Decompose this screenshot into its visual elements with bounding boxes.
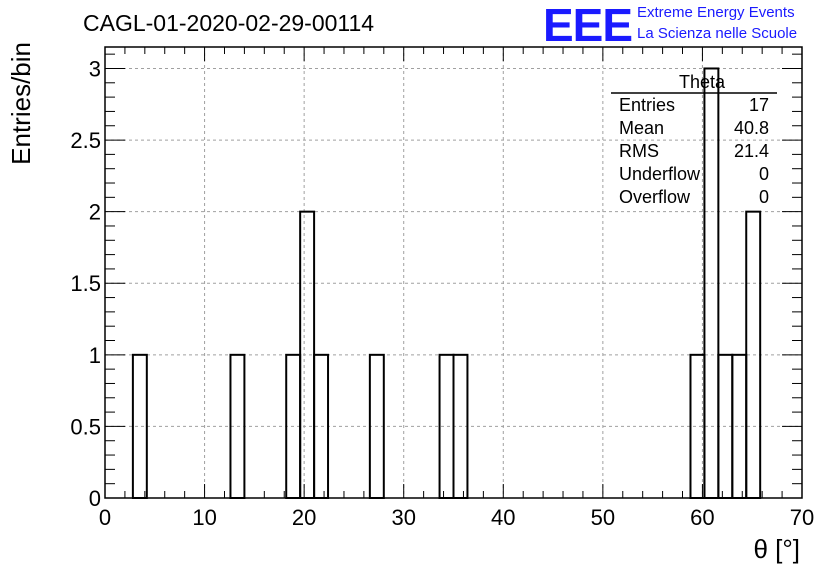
stats-row-value: 40.8 xyxy=(734,118,769,138)
x-tick-label: 40 xyxy=(491,505,515,530)
stats-row-label: Underflow xyxy=(619,164,701,184)
axis-ticks xyxy=(104,47,803,499)
stats-row-label: Mean xyxy=(619,118,664,138)
stats-row-value: 0 xyxy=(759,164,769,184)
x-tick-label: 70 xyxy=(790,505,814,530)
stats-row-label: Entries xyxy=(619,95,675,115)
x-tick-label: 10 xyxy=(192,505,216,530)
histogram-bin xyxy=(299,210,316,499)
chart-title: CAGL-01-2020-02-29-00114 xyxy=(83,10,375,36)
histogram-bin xyxy=(731,353,748,500)
x-tick-label: 60 xyxy=(690,505,714,530)
y-tick-label: 0 xyxy=(89,486,101,511)
tick-labels: 0 10 20 30 40 50 60 70 0 0.5 1 1.5 2 2.5 3 xyxy=(70,56,814,530)
plot-frame-rect xyxy=(104,46,803,499)
stats-row-value: 17 xyxy=(749,95,769,115)
y-tick-label: 0.5 xyxy=(70,414,101,439)
y-tick-label: 2 xyxy=(89,200,101,225)
stats-box-title: Theta xyxy=(679,72,726,92)
x-tick-label: 0 xyxy=(99,505,111,530)
eee-logo: EEE xyxy=(543,0,633,51)
y-tick-label: 2.5 xyxy=(70,128,101,153)
stats-row-label: Overflow xyxy=(619,187,691,207)
stats-row-value: 0 xyxy=(759,187,769,207)
x-axis-title: θ [°] xyxy=(753,534,800,564)
x-tick-label: 30 xyxy=(391,505,415,530)
logo-caption-line2: La Scienza nelle Scuole xyxy=(637,25,798,42)
y-tick-label: 1 xyxy=(89,343,101,368)
stats-row-label: RMS xyxy=(619,141,659,161)
y-axis-title: Entries/bin xyxy=(6,42,36,165)
stats-row-value: 21.4 xyxy=(734,141,769,161)
histogram-bin xyxy=(131,353,148,500)
y-tick-label: 1.5 xyxy=(70,271,101,296)
y-tick-label: 3 xyxy=(89,56,101,81)
plot-frame xyxy=(104,46,803,499)
x-tick-label: 20 xyxy=(292,505,316,530)
x-tick-label: 50 xyxy=(591,505,615,530)
logo-caption-line1: Extreme Energy Events xyxy=(637,4,795,21)
